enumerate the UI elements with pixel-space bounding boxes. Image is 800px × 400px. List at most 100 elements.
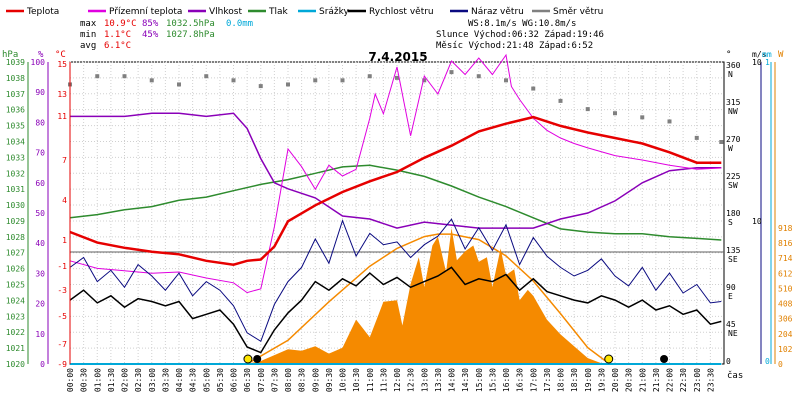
series-line-teplota [69,115,722,266]
axis-hpa-tick: 1022 [6,328,25,337]
axes-layer: 1020102110221023102410251026102710281029… [2,50,793,392]
legend-label: Přízemní teplota [109,7,182,17]
x-tick-label: 14:30 [461,368,470,392]
solar-theoretical-line [246,233,611,365]
legend: Teplota Přízemní teplota Vlhkost Tlak Srážky… [6,7,603,17]
axis-hpa-tick: 1039 [6,58,25,67]
axis-solar-tick: 816 [778,239,793,248]
summary-avg-label: avg [80,41,96,51]
summary-min-press: 1027.8hPa [166,30,215,40]
axis-pct-tick: 50 [35,209,45,218]
legend-label: Srážky [319,7,350,17]
x-tick-label: 21:00 [638,368,647,392]
axis-temp-tick: 11 [57,112,67,121]
axis-hpa-tick: 1027 [6,249,25,258]
axis-dir-name: E [728,292,733,301]
wind-direction-point [613,111,617,116]
axis-temp-tick: -5 [57,312,67,321]
x-tick-label: 07:00 [257,368,266,392]
x-tick-label: 19:00 [584,368,593,392]
legend-label: Tlak [268,7,289,17]
axis-wind-unit: m/s [752,50,767,59]
wind-direction-point [449,70,454,75]
x-tick-label: 19:30 [597,368,606,392]
x-tick-label: 05:00 [202,368,211,392]
axis-temp-tick: -3 [57,286,67,295]
axis-pct-tick: 90 [35,88,45,97]
axis-solar-tick: 204 [778,330,793,339]
axis-hpa-tick: 1032 [6,169,25,178]
axis-temp-tick: -1 [57,262,67,271]
x-tick-label: 11:00 [366,368,375,392]
axis-solar-tick: 0 [778,360,783,369]
axis-wind-tick: 10 [752,58,762,67]
axis-dir-tick: 0 [726,357,731,366]
axis-temp-tick: 15 [57,60,67,69]
axis-dir-name: S [728,218,733,227]
legend-label: Směr větru [553,7,603,17]
axis-solar-tick: 714 [778,254,793,263]
x-tick-label: 12:30 [407,368,416,392]
moonset-marker [253,355,262,363]
axis-temp-tick: -9 [57,360,67,369]
axis-dir-tick: 360 [726,61,741,70]
axis-temp-tick: 1 [62,236,67,245]
axis-pct-tick: 30 [35,269,45,278]
x-tick-label: 15:00 [475,368,484,392]
axis-hpa-tick: 1029 [6,217,25,226]
x-tick-label: 03:30 [161,368,170,392]
axis-dir-tick: 135 [726,246,741,255]
axis-temp-tick: 7 [62,156,67,165]
summary-max-press: 1032.5hPa [166,19,215,29]
x-tick-label: 17:00 [529,368,538,392]
axis-hpa-tick: 1038 [6,74,25,83]
x-tick-label: 08:00 [284,368,293,392]
summary-max-temp: 10.9°C [104,19,137,29]
axis-solar-tick: 612 [778,269,793,278]
axis-temp-tick: -7 [57,340,67,349]
axis-dir-unit: ° [726,50,731,60]
axis-temp-tick: 4 [62,196,67,205]
x-tick-label: 09:00 [311,368,320,392]
summary-avg-temp: 6.1°C [104,41,131,51]
wind-direction-point [122,74,127,79]
wind-direction-point [340,78,345,83]
axis-dir-tick: 90 [726,283,736,292]
wind-direction-point [719,140,724,144]
axis-solar-tick: 102 [778,345,793,354]
axis-pct-tick: 80 [35,118,45,127]
wind-direction-point [585,107,590,112]
axis-hpa-tick: 1020 [6,360,25,369]
summary-max-label: max [80,19,97,29]
wind-direction-point [694,135,699,140]
x-tick-label: 23:30 [706,368,715,392]
x-tick-label: 07:30 [270,368,279,392]
x-tick-label: 13:30 [434,368,443,392]
x-tick-label: 18:30 [570,368,579,392]
x-tick-label: 15:30 [488,368,497,392]
wind-direction-point [395,75,399,80]
x-tick-label: 09:30 [325,368,334,392]
x-tick-label: 17:30 [543,368,552,392]
axis-pct-tick: 0 [40,360,45,369]
axis-solar-tick: 408 [778,300,793,309]
wind-direction-point [476,74,481,79]
x-tick-label: 10:30 [352,368,361,392]
axis-rain-tick: 1 [765,58,770,67]
wind-direction-point [422,78,427,83]
wind-direction-point [286,82,290,87]
axis-solar-tick: 918 [778,224,793,233]
series-line-tlak [69,164,722,241]
axis-pct-tick: 20 [35,300,45,309]
axis-dir-name: SE [728,255,738,264]
x-tick-label: 00:30 [80,368,89,392]
axis-dir-tick: 270 [726,135,741,144]
x-tick-label: 22:00 [666,368,675,392]
x-tick-label: 10:00 [339,368,348,392]
axis-dir-tick: 180 [726,209,741,218]
axis-pct-unit: % [38,50,44,60]
x-tick-label: 16:00 [502,368,511,392]
series-line-n-raz-v-tru [69,218,722,343]
series-line-vlhkost [70,112,722,229]
